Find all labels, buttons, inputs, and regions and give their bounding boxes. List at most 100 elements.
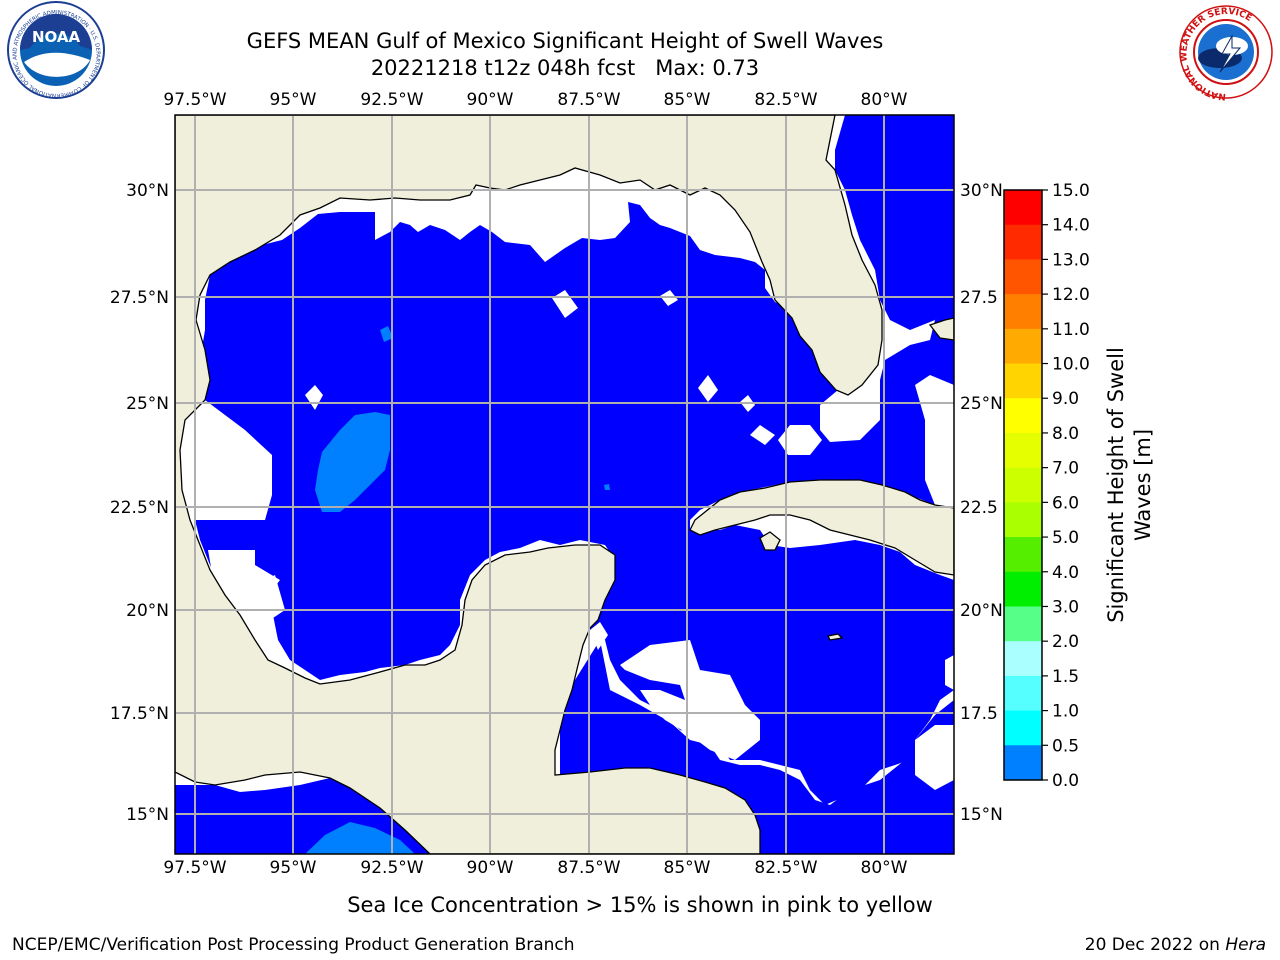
lon-label-top: 85°W [664,90,711,110]
lon-label-bottom: 82.5°W [754,858,817,878]
colorbar-tick-label: 6.0 [1052,493,1079,513]
atlantic-ocean [835,115,954,330]
colorbar-tick-label: 13.0 [1052,250,1090,270]
lat-label-right: 20°N [960,601,1003,621]
nws-logo: NATIONAL WEATHER SERVICE [1179,5,1273,101]
colorbar-segment [1004,467,1042,503]
lat-label-left: 27.5°N [110,288,169,308]
colorbar-tick-label: 14.0 [1052,216,1090,236]
land-cuba [689,479,954,576]
map-frame [174,114,955,855]
colorbar-segment [1004,675,1042,712]
footer-left: NCEP/EMC/Verification Post Processing Pr… [12,935,575,955]
colorbar-segment [1004,328,1042,365]
lon-labels-top: 97.5°W 95°W 92.5°W 90°W 87.5°W 85°W 82.5… [163,90,907,110]
lon-label-bottom: 97.5°W [163,858,226,878]
lat-label-right: 15°N [960,805,1003,825]
lon-label-bottom: 90°W [467,858,514,878]
colorbar-segment [1004,745,1042,781]
colorbar-segment [1004,571,1042,607]
colorbar-tick-label: 5.0 [1052,528,1079,548]
lon-label-top: 90°W [467,90,514,110]
lon-label-bottom: 87.5°W [557,858,620,878]
colorbar-tick-label: 12.0 [1052,285,1090,305]
sea-ice-note: Sea Ice Concentration > 15% is shown in … [347,893,933,917]
colorbar-tick-label: 4.0 [1052,563,1079,583]
colorbar-segment [1004,190,1042,226]
caribbean-ocean [560,640,954,854]
lon-label-bottom: 80°W [861,858,908,878]
lat-label-left: 20°N [126,601,169,621]
colorbar-label: Significant Height of Swell Waves [m] [1104,347,1155,623]
land-bahamas [928,317,954,341]
lat-label-left: 22.5°N [110,498,169,518]
lat-label-right: 30°N [960,181,1003,201]
lon-label-top: 87.5°W [557,90,620,110]
map-area [175,115,954,854]
lat-label-left: 17.5°N [110,704,169,724]
colorbar-segment [1004,294,1042,330]
colorbar-segment [1004,224,1042,260]
lon-label-top: 92.5°W [360,90,423,110]
lat-labels-left: 30°N 27.5°N 25°N 22.5°N 20°N 17.5°N 15°N [110,181,169,825]
colorbar-segment [1004,259,1042,295]
pacific-swell-patch [305,822,415,854]
lat-label-left: 30°N [126,181,169,201]
lat-label-right: 17.5 [960,704,998,724]
colorbar-segment [1004,398,1042,434]
land-masses [175,115,954,854]
lon-label-top: 82.5°W [754,90,817,110]
lon-label-top: 80°W [861,90,908,110]
footer-host: Hera [1225,935,1266,955]
colorbar-frame [1003,189,1043,781]
lon-label-top: 97.5°W [163,90,226,110]
colorbar-segment [1004,641,1042,677]
gulf-ocean [195,202,954,854]
lon-label-top: 95°W [270,90,317,110]
colorbar-segment [1004,537,1042,573]
colorbar-label-line2: Waves [m] [1131,429,1155,541]
colorbar-segment [1004,363,1042,399]
footer-date: 20 Dec 2022 on [1085,935,1226,955]
lat-labels-right: 30°N 27.5 25°N 22.5 20°N 17.5 15°N [960,181,1003,825]
lat-label-right: 25°N [960,394,1003,414]
colorbar-segment [1004,502,1042,538]
swell-patch-small [380,326,393,342]
land-cayman [827,633,844,641]
land-isla-de-la-juventud [759,531,781,551]
colorbar-tick-label: 8.0 [1052,424,1079,444]
lon-label-bottom: 85°W [664,858,711,878]
colorbar-label-line1: Significant Height of Swell [1104,347,1128,623]
footer-right: 20 Dec 2022 on Hera [1085,935,1266,955]
no-data-gaps [208,222,954,790]
lat-label-right: 22.5 [960,498,998,518]
colorbar-tick-label: 1.5 [1052,667,1079,687]
colorbar-tick-label: 10.0 [1052,355,1090,375]
colorbar-tick-label: 9.0 [1052,389,1079,409]
colorbar-tick-label: 0.0 [1052,771,1079,791]
colorbar: 15.0 14.0 13.0 12.0 11.0 10.0 9.0 8.0 7.0 6.0 5.0 4… [1003,181,1090,791]
colorbar-tick-label: 7.0 [1052,459,1079,479]
lon-label-bottom: 92.5°W [360,858,423,878]
graticule [175,115,954,854]
land-us-gulf-coast [175,115,883,854]
lon-label-bottom: 95°W [270,858,317,878]
swell-patch-dot [604,484,610,490]
colorbar-segment [1004,606,1042,642]
colorbar-tick-label: 15.0 [1052,181,1090,201]
title-line2: 20221218 t12z 048h fcst Max: 0.73 [371,56,759,80]
colorbar-segment [1004,710,1042,746]
colorbar-tick-label: 1.0 [1052,702,1079,722]
colorbar-segment [1004,432,1042,469]
colorbar-tick-label: 11.0 [1052,320,1090,340]
colorbar-tick-label: 3.0 [1052,597,1079,617]
lat-label-left: 25°N [126,394,169,414]
swell-patch-west-gulf [315,412,390,512]
title-line1: GEFS MEAN Gulf of Mexico Significant Hei… [247,29,884,53]
noaa-logo: NOAA NATIONAL OCEANIC AND ATMOSPHERIC AD… [0,0,105,99]
lon-labels-bottom: 97.5°W 95°W 92.5°W 90°W 87.5°W 85°W 82.5… [163,858,907,878]
lat-label-left: 15°N [126,805,169,825]
lat-label-right: 27.5 [960,288,998,308]
noaa-logo-text: NOAA [32,28,81,46]
